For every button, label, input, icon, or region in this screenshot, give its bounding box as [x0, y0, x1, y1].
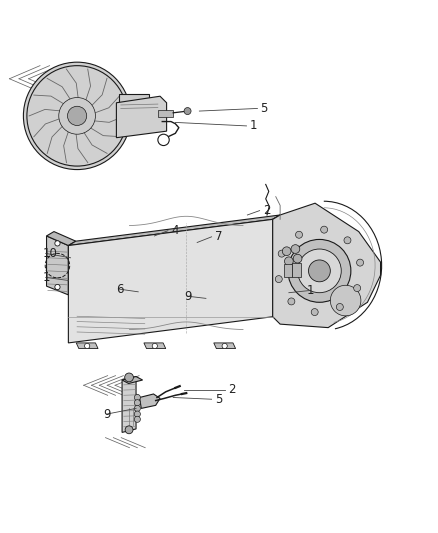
- Polygon shape: [144, 343, 166, 349]
- FancyBboxPatch shape: [284, 264, 292, 277]
- Polygon shape: [122, 376, 136, 432]
- Text: 2: 2: [263, 204, 270, 217]
- Circle shape: [85, 343, 90, 349]
- Circle shape: [308, 260, 330, 282]
- Polygon shape: [46, 236, 68, 295]
- Circle shape: [125, 426, 133, 434]
- Circle shape: [293, 254, 302, 263]
- Circle shape: [321, 226, 328, 233]
- Circle shape: [344, 237, 351, 244]
- Polygon shape: [68, 215, 280, 246]
- Circle shape: [134, 400, 141, 406]
- Polygon shape: [117, 96, 166, 138]
- Polygon shape: [273, 203, 381, 328]
- Text: 9: 9: [184, 290, 191, 303]
- Circle shape: [134, 394, 141, 400]
- Polygon shape: [214, 343, 236, 349]
- Text: 9: 9: [103, 408, 111, 421]
- Polygon shape: [273, 215, 280, 317]
- Circle shape: [285, 257, 293, 265]
- Circle shape: [275, 276, 282, 282]
- Circle shape: [283, 247, 291, 256]
- Circle shape: [357, 259, 364, 266]
- Text: 2: 2: [228, 383, 235, 396]
- Circle shape: [291, 245, 300, 253]
- Polygon shape: [68, 220, 273, 343]
- Text: 5: 5: [215, 393, 222, 406]
- Circle shape: [125, 373, 134, 382]
- FancyBboxPatch shape: [292, 263, 301, 277]
- Text: 10: 10: [42, 247, 57, 260]
- Circle shape: [353, 285, 360, 292]
- Circle shape: [55, 285, 60, 289]
- Circle shape: [336, 303, 343, 311]
- Text: 6: 6: [117, 282, 124, 296]
- Polygon shape: [158, 110, 173, 117]
- Polygon shape: [140, 394, 160, 408]
- Polygon shape: [46, 231, 76, 246]
- Circle shape: [296, 231, 303, 238]
- Text: 1: 1: [42, 271, 49, 284]
- Text: 1: 1: [306, 284, 314, 297]
- Circle shape: [330, 285, 361, 316]
- Circle shape: [297, 249, 341, 293]
- Circle shape: [222, 343, 227, 349]
- Text: 1: 1: [250, 119, 257, 132]
- Circle shape: [152, 343, 157, 349]
- Circle shape: [67, 106, 87, 125]
- Circle shape: [134, 416, 141, 422]
- Circle shape: [278, 250, 285, 257]
- Circle shape: [59, 98, 95, 134]
- Circle shape: [134, 411, 141, 417]
- Circle shape: [288, 298, 295, 305]
- Polygon shape: [122, 376, 143, 384]
- Circle shape: [184, 108, 191, 115]
- Text: 5: 5: [261, 102, 268, 115]
- Circle shape: [311, 309, 318, 316]
- Polygon shape: [76, 343, 98, 349]
- Circle shape: [134, 405, 141, 411]
- Circle shape: [288, 239, 351, 302]
- Text: 7: 7: [215, 230, 222, 243]
- Polygon shape: [119, 94, 149, 103]
- Circle shape: [55, 241, 60, 246]
- Text: 4: 4: [171, 224, 178, 237]
- Circle shape: [23, 62, 131, 169]
